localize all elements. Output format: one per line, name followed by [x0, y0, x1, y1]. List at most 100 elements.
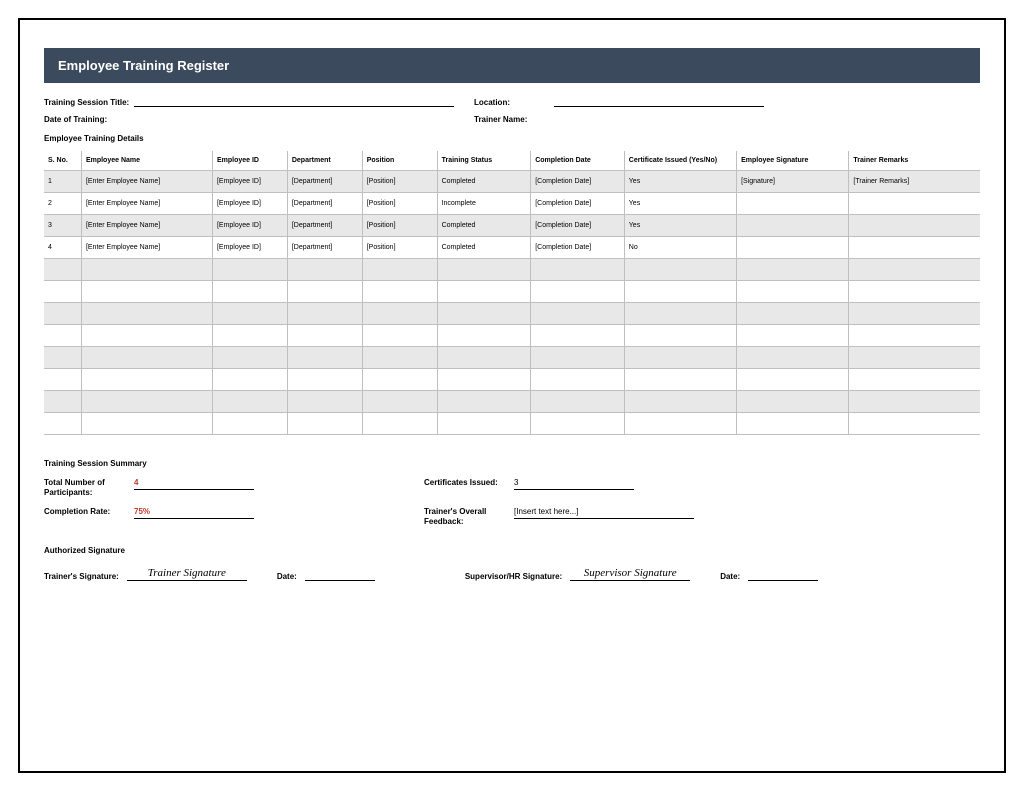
table-cell[interactable]	[737, 215, 849, 237]
table-cell[interactable]	[212, 303, 287, 325]
table-cell[interactable]	[287, 303, 362, 325]
table-cell[interactable]	[44, 369, 81, 391]
table-cell[interactable]	[362, 413, 437, 435]
table-cell[interactable]: [Completion Date]	[531, 171, 625, 193]
table-cell[interactable]	[624, 281, 736, 303]
table-cell[interactable]	[531, 391, 625, 413]
table-cell[interactable]: 4	[44, 237, 81, 259]
table-cell[interactable]	[81, 325, 212, 347]
table-cell[interactable]	[212, 413, 287, 435]
table-cell[interactable]	[531, 369, 625, 391]
table-cell[interactable]	[44, 391, 81, 413]
table-cell[interactable]	[44, 281, 81, 303]
table-cell[interactable]	[849, 303, 980, 325]
table-cell[interactable]: [Enter Employee Name]	[81, 237, 212, 259]
table-cell[interactable]	[437, 281, 531, 303]
table-cell[interactable]: [Department]	[287, 193, 362, 215]
table-cell[interactable]: [Department]	[287, 171, 362, 193]
table-cell[interactable]	[531, 303, 625, 325]
table-cell[interactable]	[437, 391, 531, 413]
table-cell[interactable]: [Employee ID]	[212, 171, 287, 193]
table-cell[interactable]: Completed	[437, 237, 531, 259]
table-cell[interactable]	[531, 347, 625, 369]
table-cell[interactable]: 1	[44, 171, 81, 193]
table-cell[interactable]: [Department]	[287, 237, 362, 259]
table-cell[interactable]	[362, 325, 437, 347]
table-cell[interactable]: [Signature]	[737, 171, 849, 193]
table-cell[interactable]	[437, 303, 531, 325]
table-cell[interactable]	[362, 281, 437, 303]
table-cell[interactable]	[624, 391, 736, 413]
table-cell[interactable]	[737, 259, 849, 281]
table-cell[interactable]	[849, 237, 980, 259]
table-cell[interactable]	[287, 347, 362, 369]
table-cell[interactable]	[737, 237, 849, 259]
table-cell[interactable]	[212, 369, 287, 391]
table-cell[interactable]	[81, 369, 212, 391]
table-cell[interactable]: Completed	[437, 215, 531, 237]
table-cell[interactable]	[212, 347, 287, 369]
table-cell[interactable]: [Employee ID]	[212, 237, 287, 259]
table-cell[interactable]: 3	[44, 215, 81, 237]
table-cell[interactable]	[624, 413, 736, 435]
table-cell[interactable]	[531, 413, 625, 435]
table-cell[interactable]	[624, 259, 736, 281]
table-cell[interactable]	[849, 259, 980, 281]
table-cell[interactable]	[737, 303, 849, 325]
date2-field[interactable]	[748, 567, 818, 581]
table-cell[interactable]	[849, 215, 980, 237]
table-cell[interactable]: [Trainer Remarks]	[849, 171, 980, 193]
table-cell[interactable]: [Position]	[362, 215, 437, 237]
date1-field[interactable]	[305, 567, 375, 581]
table-cell[interactable]: Yes	[624, 215, 736, 237]
session-title-field[interactable]	[134, 97, 454, 107]
table-cell[interactable]	[737, 325, 849, 347]
table-cell[interactable]	[44, 303, 81, 325]
trainer-signature-field[interactable]: Trainer Signature	[127, 567, 247, 581]
table-cell[interactable]	[737, 413, 849, 435]
table-cell[interactable]: [Employee ID]	[212, 193, 287, 215]
table-cell[interactable]	[737, 193, 849, 215]
table-cell[interactable]	[531, 325, 625, 347]
location-field[interactable]	[554, 97, 764, 107]
table-cell[interactable]	[437, 259, 531, 281]
table-cell[interactable]	[362, 391, 437, 413]
table-cell[interactable]	[81, 391, 212, 413]
table-cell[interactable]	[44, 347, 81, 369]
supervisor-signature-field[interactable]: Supervisor Signature	[570, 567, 690, 581]
table-cell[interactable]	[81, 347, 212, 369]
table-cell[interactable]: [Position]	[362, 193, 437, 215]
table-cell[interactable]	[287, 369, 362, 391]
table-cell[interactable]	[737, 347, 849, 369]
feedback-value[interactable]: [Insert text here...]	[514, 507, 694, 519]
table-cell[interactable]	[362, 303, 437, 325]
table-cell[interactable]	[362, 369, 437, 391]
table-cell[interactable]	[624, 369, 736, 391]
table-cell[interactable]	[212, 281, 287, 303]
table-cell[interactable]	[437, 413, 531, 435]
table-cell[interactable]	[624, 303, 736, 325]
table-cell[interactable]	[849, 391, 980, 413]
table-cell[interactable]: [Enter Employee Name]	[81, 215, 212, 237]
table-cell[interactable]	[437, 347, 531, 369]
table-cell[interactable]: Completed	[437, 171, 531, 193]
table-cell[interactable]	[81, 413, 212, 435]
table-cell[interactable]	[212, 325, 287, 347]
table-cell[interactable]	[849, 325, 980, 347]
table-cell[interactable]	[44, 259, 81, 281]
table-cell[interactable]	[849, 347, 980, 369]
table-cell[interactable]	[44, 325, 81, 347]
table-cell[interactable]: Yes	[624, 193, 736, 215]
table-cell[interactable]	[531, 259, 625, 281]
table-cell[interactable]	[531, 281, 625, 303]
table-cell[interactable]	[362, 347, 437, 369]
table-cell[interactable]: Yes	[624, 171, 736, 193]
table-cell[interactable]	[849, 413, 980, 435]
table-cell[interactable]: [Completion Date]	[531, 215, 625, 237]
table-cell[interactable]	[437, 369, 531, 391]
table-cell[interactable]	[737, 369, 849, 391]
table-cell[interactable]	[737, 391, 849, 413]
table-cell[interactable]	[287, 281, 362, 303]
table-cell[interactable]	[287, 259, 362, 281]
table-cell[interactable]	[437, 325, 531, 347]
